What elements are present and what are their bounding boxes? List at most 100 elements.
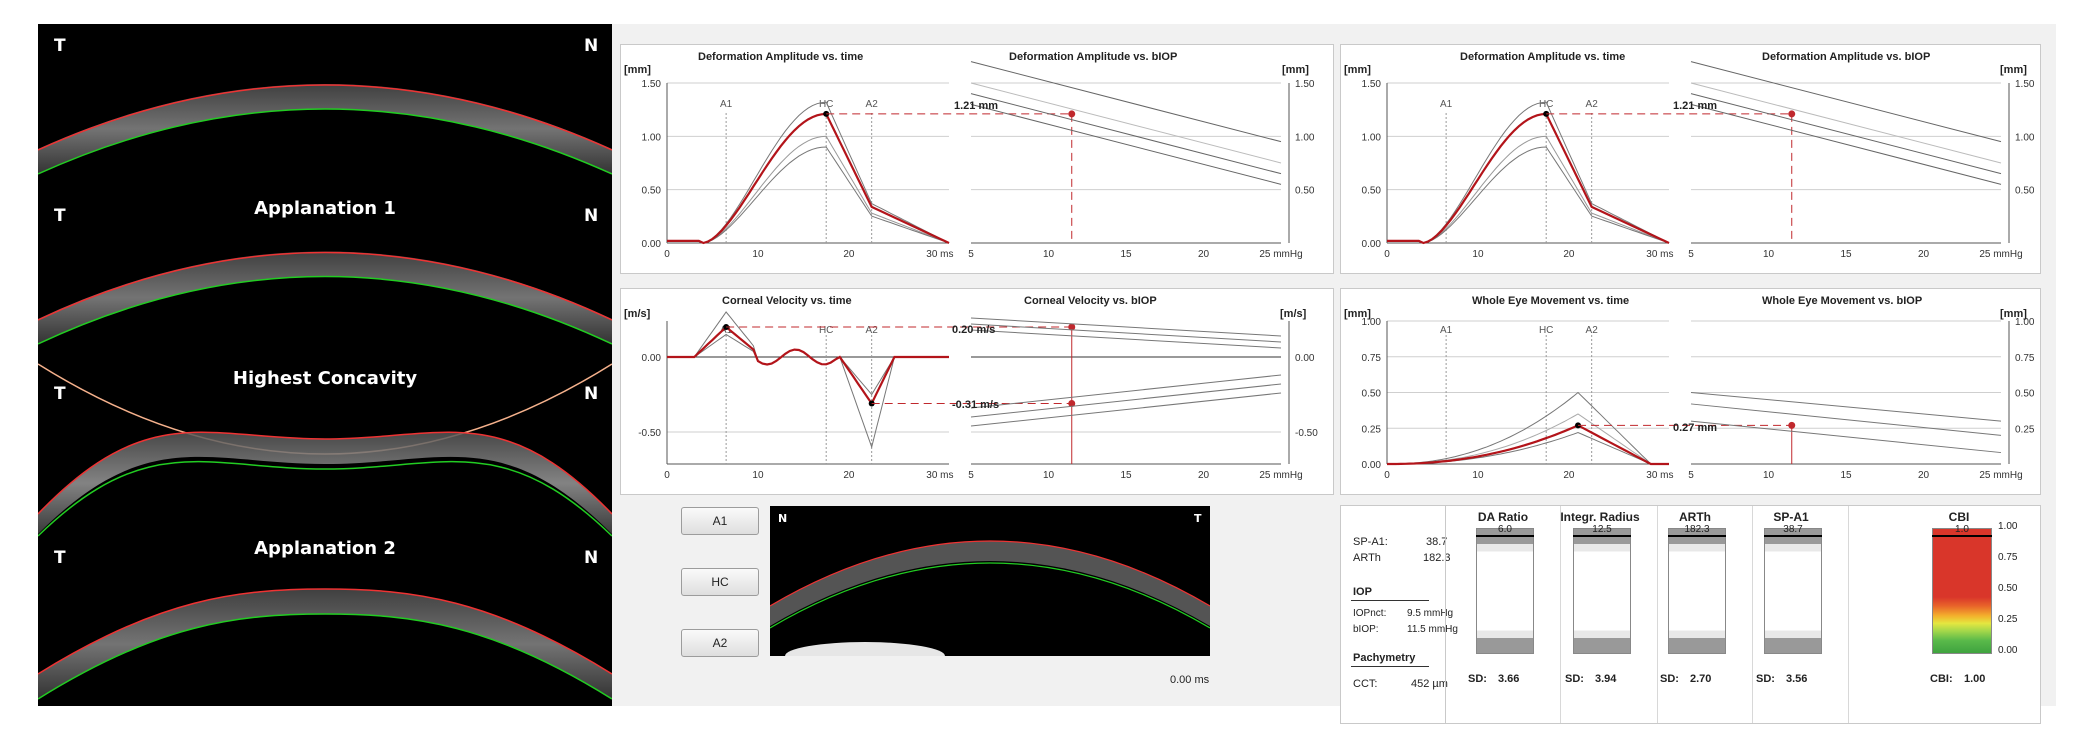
x-tick-label: 5 [968, 249, 974, 260]
velocity-in-value: 0.20 m/s [952, 324, 996, 336]
sd-value: 2.70 [1690, 673, 1712, 685]
y-tick-label: 0.00 [1362, 239, 1382, 250]
peak-value: 1.21 mm [954, 100, 999, 112]
scan-title-applanation-1: Applanation 1 [254, 198, 396, 219]
chart-title: Deformation Amplitude vs. bIOP [1009, 51, 1178, 63]
marker-label: A2 [866, 99, 879, 110]
nasal-label: N [584, 36, 599, 56]
a1-button[interactable]: A1 [681, 507, 759, 535]
temporal-label: T [54, 384, 66, 404]
x-tick-label: 15 [1120, 470, 1132, 481]
chart-title: Corneal Velocity vs. time [722, 295, 852, 307]
arth-label: ARTh [1353, 552, 1381, 564]
y-tick-label: 0.50 [1362, 186, 1382, 197]
normative-line [1690, 82, 2002, 164]
normative-line [1690, 420, 2002, 454]
marker-label: HC [1539, 99, 1553, 110]
normative-line [970, 383, 1282, 418]
marker-label: A1 [720, 99, 733, 110]
mean-normal-curve [1387, 413, 1669, 465]
x-tick-label: 10 [752, 470, 764, 481]
marker-label: HC [819, 99, 833, 110]
marker-label: HC [819, 325, 833, 336]
y-tick-label: 0.00 [1362, 460, 1382, 471]
patient-point [1788, 110, 1796, 118]
scan-title-highest-concavity: Highest Concavity [232, 368, 418, 389]
normative-line [970, 93, 1282, 175]
cbi-label: CBI: [1930, 673, 1953, 685]
chart-group-corneal-velocity: 0.00 -0.50 0.00 -0.50 0 10 20 30 ms 5 10 15 20 25 mm… [620, 288, 1334, 495]
wem-value: 0.27 mm [1673, 422, 1718, 434]
y-tick-label: 0.00 [1295, 353, 1315, 364]
a2-button[interactable]: A2 [681, 629, 759, 657]
cbi-value: 1.0 [1932, 524, 1992, 537]
x-tick-label: 10 [1763, 470, 1775, 481]
cct-label: CCT: [1353, 678, 1378, 690]
cbi-tick-label: 0.00 [1998, 645, 2018, 656]
x-tick-label: 10 [1043, 470, 1055, 481]
x-tick-label: 20 [1563, 249, 1575, 260]
bar-value: 38.7 [1764, 524, 1822, 537]
x-tick-label: 0 [664, 470, 670, 481]
x-tick-label: 10 [1043, 249, 1055, 260]
normative-line [970, 374, 1282, 409]
velocity-out-value: -0.31 m/s [952, 399, 1000, 411]
x-tick-label: 25 mmHg [1259, 249, 1302, 260]
normative-line [970, 82, 1282, 164]
sd-value: 3.66 [1498, 673, 1520, 685]
normative-line [1690, 403, 2002, 436]
patient-point [1068, 110, 1076, 118]
y-tick-label: 0.75 [1362, 353, 1382, 364]
scan-viewer[interactable]: N T [769, 506, 1211, 670]
x-tick-label: 10 [752, 249, 764, 260]
x-tick-label: 20 [1918, 249, 1930, 260]
y-tick-label: 1.00 [2015, 317, 2035, 328]
x-tick-label: 25 mmHg [1259, 470, 1302, 481]
x-tick-label: 20 [843, 249, 855, 260]
normative-line [1690, 103, 2002, 185]
normative-bar [1764, 528, 1822, 654]
hc-button[interactable]: HC [681, 568, 759, 596]
sd-label: SD: [1660, 673, 1679, 685]
sd-label: SD: [1468, 673, 1487, 685]
cbi-tick-label: 0.75 [1998, 552, 2018, 563]
biop-label: bIOP: [1353, 624, 1379, 635]
bar-title: SP-A1 [1773, 510, 1809, 524]
patient-point [1788, 421, 1796, 429]
x-tick-label: 30 ms [926, 249, 953, 260]
y-tick-label: 0.50 [1362, 389, 1382, 400]
cbi-tick-label: 1.00 [1998, 521, 2018, 532]
x-tick-label: 0 [1384, 249, 1390, 260]
biop-value: 11.5 mmHg [1407, 624, 1458, 635]
peak-point [1575, 422, 1582, 429]
marker-label: A1 [1440, 99, 1453, 110]
sd-value: 3.56 [1786, 673, 1808, 685]
measured-curve [1387, 112, 1670, 245]
scheimpflug-image-strip: T N T N T N T N Applanation 1 Highest Co… [38, 24, 612, 706]
bar-value: 6.0 [1476, 524, 1534, 537]
chart-title: Corneal Velocity vs. bIOP [1024, 295, 1157, 307]
sd-value: 3.94 [1595, 673, 1617, 685]
sd-label: SD: [1756, 673, 1775, 685]
y-tick-label: 1.00 [642, 132, 662, 143]
nasal-label: N [584, 548, 599, 568]
y-tick-label: 1.00 [1362, 317, 1382, 328]
y-tick-label: -0.50 [638, 428, 661, 439]
y-unit: [m/s] [1280, 308, 1307, 320]
y-tick-label: 1.50 [1362, 79, 1382, 90]
y-tick-label: 1.00 [2015, 132, 2035, 143]
temporal-label: T [1194, 512, 1202, 525]
y-tick-label: 0.00 [642, 353, 662, 364]
bar-value: 12.5 [1573, 524, 1631, 537]
temporal-label: T [54, 206, 66, 226]
cbi-scale [1932, 528, 1992, 654]
y-tick-label: 1.50 [642, 79, 662, 90]
cct-value: 452 µm [1411, 678, 1448, 690]
marker-label: A2 [1586, 325, 1599, 336]
y-unit: [mm] [1344, 64, 1371, 76]
x-tick-label: 20 [1918, 470, 1930, 481]
chart-title: Deformation Amplitude vs. time [1460, 51, 1626, 63]
y-unit: [m/s] [624, 308, 651, 320]
x-tick-label: 15 [1840, 249, 1852, 260]
marker-label: A2 [1586, 99, 1599, 110]
